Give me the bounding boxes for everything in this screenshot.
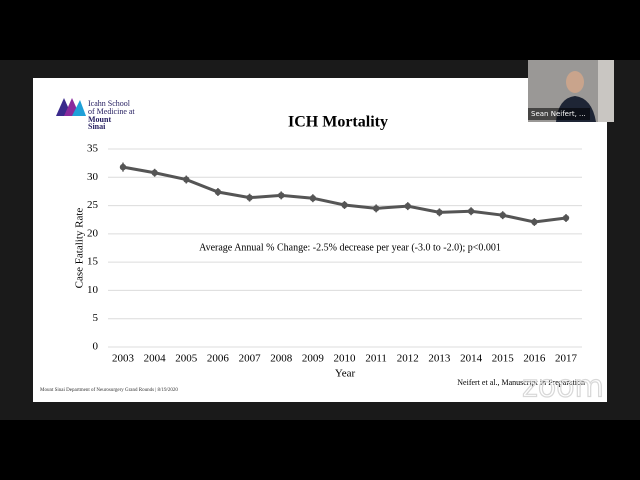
y-tick-label: 25 [87,199,99,211]
x-tick-label: 2004 [144,353,167,365]
participant-name: Sean Neifert, ... [531,110,586,118]
y-tick-label: 35 [87,143,99,155]
data-point [467,208,475,215]
zoom-watermark: zoom [522,370,604,405]
data-point [562,214,570,222]
logo-text: Icahn School [88,99,131,108]
data-point [246,194,253,201]
name-bg [528,108,590,120]
x-tick-label: 2016 [523,353,546,365]
x-tick-label: 2007 [239,353,262,365]
chart-title: ICH Mortality [288,114,388,131]
logo-mark [56,98,86,116]
x-tick-label: 2017 [555,353,578,365]
x-tick-label: 2013 [428,353,451,365]
citation: Neifert et al., Manuscript in Preparatio… [457,378,585,387]
video-bg [598,60,614,122]
slide [33,78,607,402]
participant-tile[interactable]: Sean Neifert, ... [528,60,614,122]
data-point [151,169,158,176]
x-tick-label: 2011 [365,353,387,365]
x-tick-label: 2010 [334,353,357,365]
x-tick-label: 2012 [397,353,419,365]
x-axis-label: Year [335,368,356,380]
data-point [404,202,411,210]
logo-text: of Medicine at [88,107,135,116]
data-point [341,201,348,209]
y-tick-label: 5 [93,312,99,324]
x-tick-label: 2014 [460,353,483,365]
y-tick-label: 30 [87,171,99,183]
y-axis-label: Case Fatality Rate [74,208,86,289]
x-tick-label: 2005 [175,353,198,365]
data-point [309,195,317,202]
footer: Mount Sinai Department of Neurosurgery G… [40,388,178,393]
y-tick-label: 20 [87,227,99,239]
logo-text: Mount [88,115,111,124]
data-point [436,209,443,216]
x-tick-label: 2003 [112,353,135,365]
data-point [499,211,506,219]
x-tick-label: 2006 [207,353,230,365]
data-point [214,188,222,196]
data-point [372,205,380,212]
data-point [278,192,285,199]
x-tick-label: 2009 [302,353,325,365]
x-tick-label: 2015 [492,353,515,365]
data-point [119,163,127,171]
data-point [183,176,190,183]
y-tick-label: 0 [93,341,99,353]
x-tick-label: 2008 [270,353,293,365]
annotation: Average Annual % Change: -2.5% decrease … [199,242,501,253]
logo-text: Sinai [88,122,106,131]
data-point [531,218,538,226]
y-tick-label: 10 [87,284,99,296]
y-tick-label: 15 [87,256,99,268]
person-head [566,71,584,93]
